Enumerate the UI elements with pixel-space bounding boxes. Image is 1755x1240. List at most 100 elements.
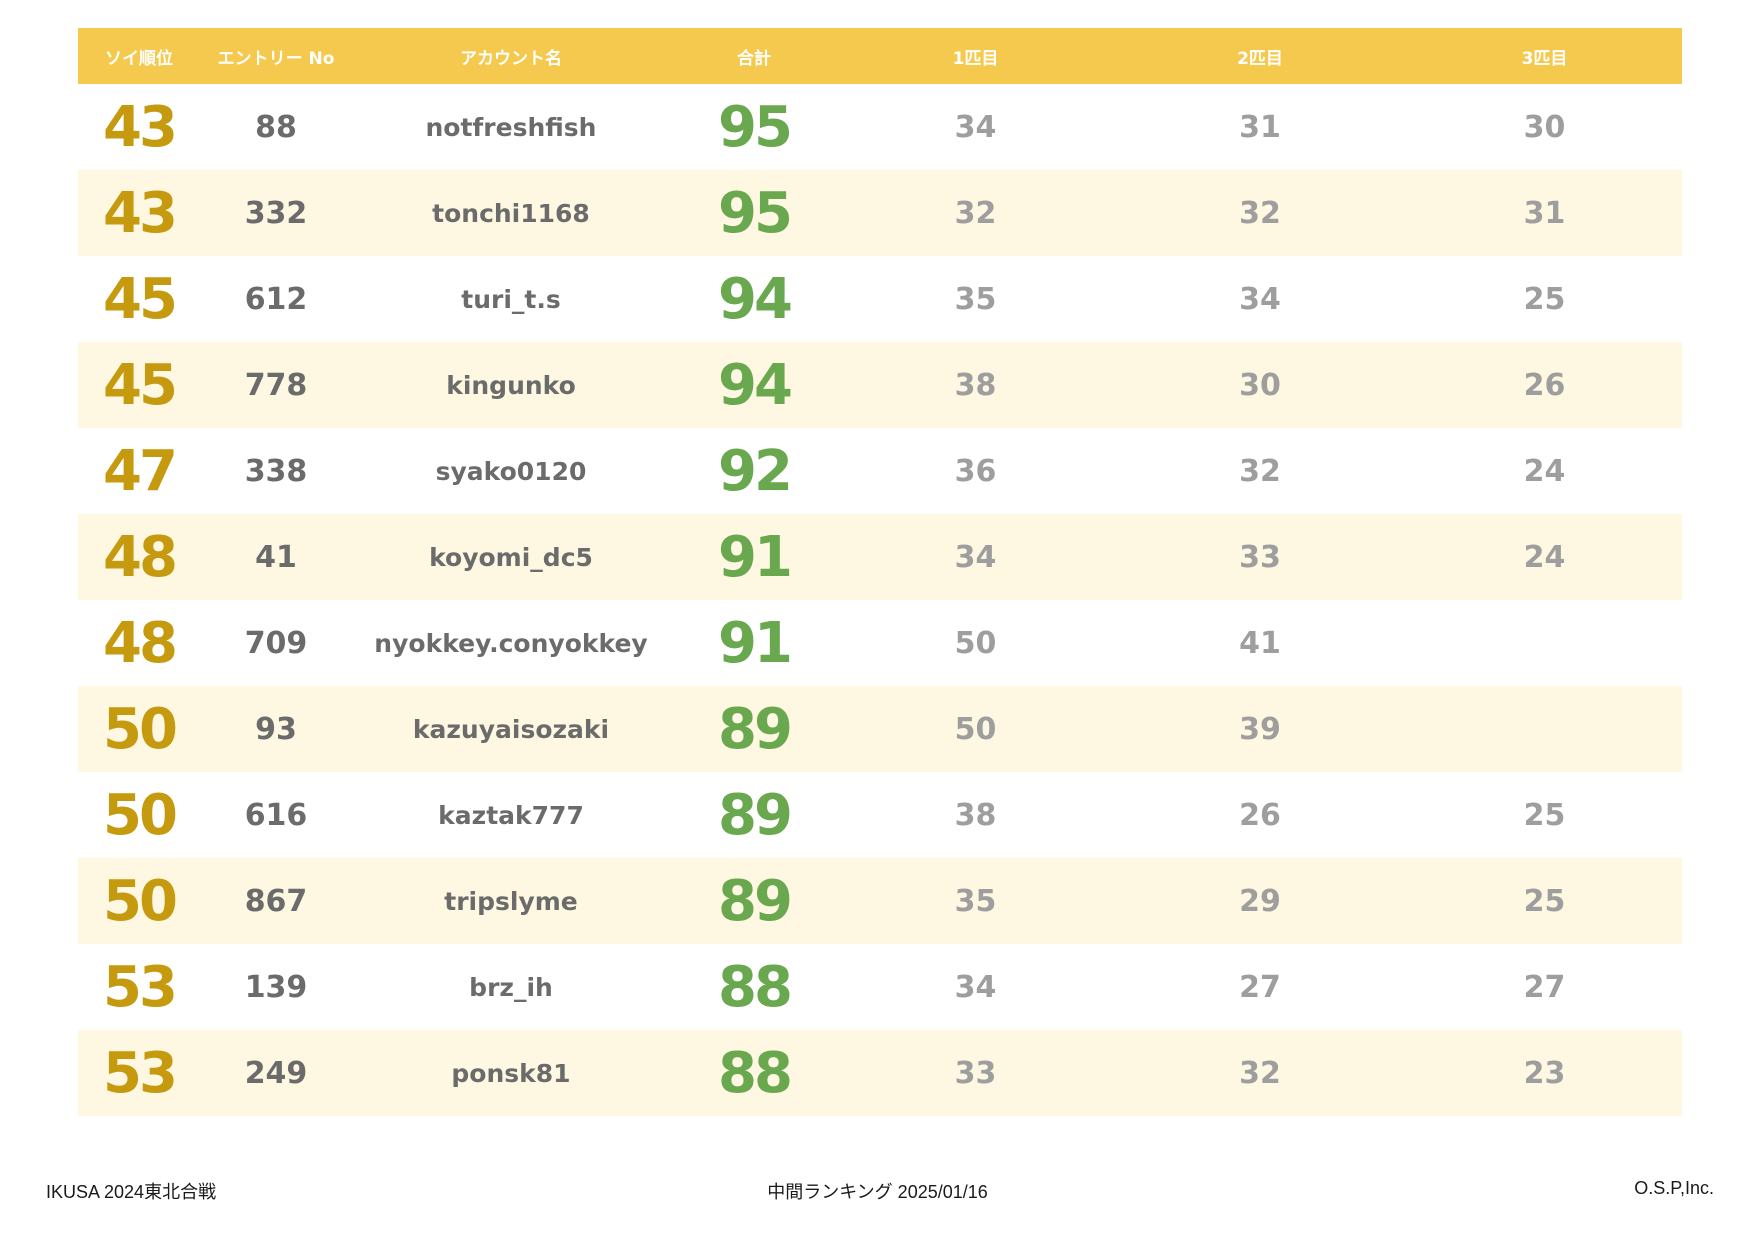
table-row: 50 616 kaztak777 89 38 26 25 xyxy=(78,772,1682,858)
total-cell: 91 xyxy=(718,524,793,590)
total-cell: 88 xyxy=(718,1040,793,1106)
fish3-cell: 30 xyxy=(1523,109,1566,145)
fish1-cell: 38 xyxy=(954,367,997,403)
entry-no-cell: 338 xyxy=(244,453,308,489)
table-row: 53 139 brz_ih 88 34 27 27 xyxy=(78,944,1682,1030)
footer-ranking-date: 中間ランキング 2025/01/16 xyxy=(767,1182,988,1202)
fish3-cell: 31 xyxy=(1523,195,1566,231)
header-total: 合計 xyxy=(737,48,771,69)
rank-cell: 45 xyxy=(103,266,178,332)
entry-no-cell: 709 xyxy=(244,625,308,661)
header-rank: ソイ順位 xyxy=(105,48,173,69)
fish1-cell: 33 xyxy=(954,1055,997,1091)
fish2-cell: 39 xyxy=(1239,711,1281,747)
header-entry-no: エントリー No xyxy=(217,48,335,69)
rank-cell: 48 xyxy=(103,524,178,590)
fish1-cell: 35 xyxy=(954,883,997,919)
fish3-cell: 25 xyxy=(1523,883,1566,919)
footer-company: O.S.P,Inc. xyxy=(1634,1178,1714,1198)
account-cell: tonchi1168 xyxy=(432,198,590,228)
fish2-cell: 26 xyxy=(1239,797,1281,833)
total-cell: 95 xyxy=(718,94,793,160)
table-row: 48 41 koyomi_dc5 91 34 33 24 xyxy=(78,514,1682,600)
fish3-cell: 25 xyxy=(1523,797,1566,833)
fish2-cell: 31 xyxy=(1239,109,1281,145)
rank-cell: 53 xyxy=(103,1040,178,1106)
account-cell: syako0120 xyxy=(435,456,587,486)
table-row: 53 249 ponsk81 88 33 32 23 xyxy=(78,1030,1682,1116)
total-cell: 94 xyxy=(718,266,793,332)
fish1-cell: 32 xyxy=(954,195,997,231)
entry-no-cell: 612 xyxy=(244,281,308,317)
table-row: 43 332 tonchi1168 95 32 32 31 xyxy=(78,170,1682,256)
ranking-table: ソイ順位 エントリー No アカウント名 合計 1匹目 2匹目 3匹目 43 8… xyxy=(78,28,1682,1116)
total-cell: 91 xyxy=(718,610,793,676)
entry-no-cell: 332 xyxy=(244,195,308,231)
fish3-cell: 24 xyxy=(1523,539,1566,575)
rank-cell: 50 xyxy=(103,868,178,934)
total-cell: 95 xyxy=(718,180,793,246)
entry-no-cell: 139 xyxy=(244,969,308,1005)
account-cell: koyomi_dc5 xyxy=(429,542,593,572)
fish1-cell: 35 xyxy=(954,281,997,317)
fish2-cell: 41 xyxy=(1239,625,1281,661)
account-cell: notfreshfish xyxy=(425,112,597,142)
table-row: 50 867 tripslyme 89 35 29 25 xyxy=(78,858,1682,944)
account-cell: tripslyme xyxy=(444,886,578,916)
total-cell: 89 xyxy=(718,782,793,848)
fish3-cell: 23 xyxy=(1523,1055,1566,1091)
header-fish3: 3匹目 xyxy=(1521,48,1568,69)
table-row: 47 338 syako0120 92 36 32 24 xyxy=(78,428,1682,514)
account-cell: kingunko xyxy=(446,370,576,400)
fish1-cell: 34 xyxy=(954,109,997,145)
fish3-cell: 24 xyxy=(1523,453,1566,489)
rank-cell: 48 xyxy=(103,610,178,676)
fish2-cell: 34 xyxy=(1239,281,1281,317)
account-cell: kazuyaisozaki xyxy=(412,714,610,744)
account-cell: nyokkey.conyokkey xyxy=(374,628,648,658)
fish1-cell: 38 xyxy=(954,797,997,833)
fish3-cell: 26 xyxy=(1523,367,1566,403)
fish3-cell: 25 xyxy=(1523,281,1566,317)
fish1-cell: 50 xyxy=(954,711,997,747)
entry-no-cell: 41 xyxy=(255,539,297,575)
fish1-cell: 34 xyxy=(954,539,997,575)
table-row: 45 612 turi_t.s 94 35 34 25 xyxy=(78,256,1682,342)
entry-no-cell: 249 xyxy=(244,1055,308,1091)
entry-no-cell: 867 xyxy=(244,883,308,919)
fish1-cell: 50 xyxy=(954,625,997,661)
rank-cell: 50 xyxy=(103,696,178,762)
account-cell: brz_ih xyxy=(469,972,553,1002)
fish2-cell: 32 xyxy=(1239,1055,1281,1091)
fish2-cell: 32 xyxy=(1239,453,1281,489)
table-row: 50 93 kazuyaisozaki 89 50 39 xyxy=(78,686,1682,772)
entry-no-cell: 616 xyxy=(244,797,308,833)
fish2-cell: 27 xyxy=(1239,969,1281,1005)
rank-cell: 50 xyxy=(103,782,178,848)
header-fish2: 2匹目 xyxy=(1237,48,1283,69)
entry-no-cell: 778 xyxy=(244,367,308,403)
account-cell: kaztak777 xyxy=(438,800,584,830)
rank-cell: 47 xyxy=(103,438,178,504)
total-cell: 92 xyxy=(718,438,793,504)
fish2-cell: 33 xyxy=(1239,539,1281,575)
rank-cell: 53 xyxy=(103,954,178,1020)
account-cell: ponsk81 xyxy=(451,1058,571,1088)
rank-cell: 43 xyxy=(103,180,178,246)
entry-no-cell: 88 xyxy=(255,109,297,145)
fish3-cell: 27 xyxy=(1523,969,1566,1005)
rank-cell: 45 xyxy=(103,352,178,418)
fish2-cell: 29 xyxy=(1239,883,1281,919)
header-fish1: 1匹目 xyxy=(952,48,999,69)
total-cell: 94 xyxy=(718,352,793,418)
fish2-cell: 30 xyxy=(1239,367,1281,403)
table-row: 45 778 kingunko 94 38 30 26 xyxy=(78,342,1682,428)
table-row: 43 88 notfreshfish 95 34 31 30 xyxy=(78,84,1682,170)
header-account: アカウント名 xyxy=(460,48,562,69)
account-cell: turi_t.s xyxy=(461,284,561,314)
entry-no-cell: 93 xyxy=(255,711,297,747)
fish1-cell: 36 xyxy=(954,453,997,489)
fish2-cell: 32 xyxy=(1239,195,1281,231)
total-cell: 88 xyxy=(718,954,793,1020)
fish1-cell: 34 xyxy=(954,969,997,1005)
